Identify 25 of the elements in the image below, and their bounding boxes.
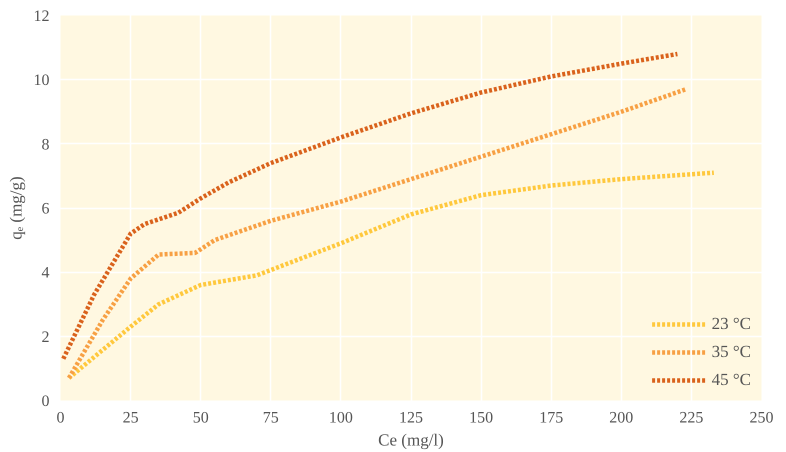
- x-tick-label: 250: [750, 410, 774, 426]
- legend-label: 45 °C: [712, 370, 751, 390]
- legend-label: 23 °C: [712, 314, 751, 334]
- y-tick-label: 4: [42, 264, 50, 282]
- line-series: [61, 52, 680, 362]
- x-tick-label: 25: [122, 410, 139, 426]
- line-series: [66, 87, 688, 380]
- legend-label: 35 °C: [712, 342, 751, 362]
- x-tick-label: 0: [56, 410, 64, 426]
- x-tick-label: 125: [399, 410, 423, 426]
- x-tick-label: 75: [262, 410, 279, 426]
- x-tick-label: 150: [469, 410, 494, 426]
- y-tick-label: 8: [42, 136, 50, 154]
- y-tick-label: 10: [34, 72, 50, 90]
- x-tick-label: 50: [192, 410, 209, 426]
- y-tick-label: 6: [42, 200, 50, 218]
- y-tick-label: 2: [42, 328, 50, 346]
- y-tick-label: 12: [34, 8, 50, 25]
- x-axis-title: Ce (mg/l): [378, 430, 444, 450]
- x-tick-label: 225: [679, 410, 704, 426]
- x-tick-label: 200: [609, 410, 634, 426]
- y-tick-label: 0: [42, 393, 50, 410]
- x-tick-label: 175: [539, 410, 564, 426]
- x-tick-label: 100: [328, 410, 353, 426]
- y-axis-title: qₑ (mg/g): [6, 176, 26, 240]
